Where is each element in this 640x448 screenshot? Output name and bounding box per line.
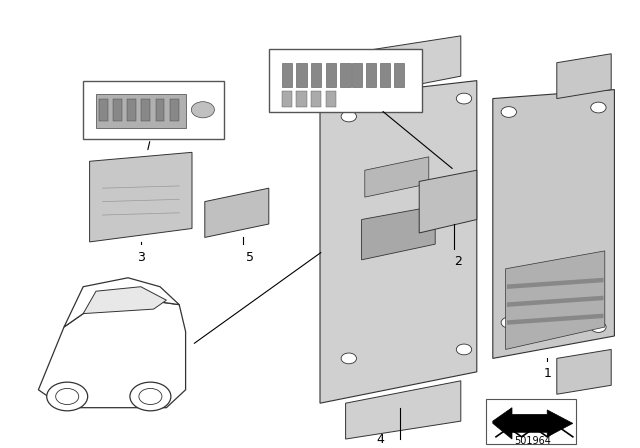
- FancyBboxPatch shape: [269, 49, 422, 112]
- Text: 5: 5: [246, 251, 253, 264]
- Polygon shape: [362, 206, 435, 260]
- Bar: [380, 63, 390, 87]
- Polygon shape: [507, 314, 604, 325]
- Bar: [296, 63, 307, 87]
- Bar: [99, 99, 108, 121]
- Polygon shape: [365, 157, 429, 197]
- Polygon shape: [205, 188, 269, 237]
- Bar: [170, 99, 179, 121]
- Bar: [311, 63, 321, 87]
- Bar: [340, 63, 351, 87]
- Bar: [141, 99, 150, 121]
- Bar: [282, 91, 292, 107]
- Circle shape: [56, 388, 79, 405]
- Polygon shape: [346, 36, 461, 99]
- Polygon shape: [557, 349, 611, 394]
- Polygon shape: [90, 152, 192, 242]
- Bar: [96, 94, 186, 128]
- Polygon shape: [320, 81, 477, 403]
- Bar: [127, 99, 136, 121]
- Circle shape: [139, 388, 162, 405]
- Bar: [296, 91, 307, 107]
- Polygon shape: [493, 90, 614, 358]
- FancyBboxPatch shape: [83, 81, 224, 139]
- Bar: [311, 91, 321, 107]
- Text: 1: 1: [543, 367, 551, 380]
- Polygon shape: [419, 170, 477, 233]
- Circle shape: [591, 322, 606, 332]
- Bar: [282, 63, 292, 87]
- Polygon shape: [493, 408, 573, 439]
- Circle shape: [341, 353, 356, 364]
- Bar: [326, 63, 336, 87]
- Circle shape: [191, 102, 214, 118]
- Text: 2: 2: [454, 255, 461, 268]
- Circle shape: [47, 382, 88, 411]
- Text: 3: 3: [137, 251, 145, 264]
- Circle shape: [501, 107, 516, 117]
- Bar: [113, 99, 122, 121]
- Circle shape: [456, 344, 472, 355]
- Polygon shape: [38, 300, 186, 408]
- Polygon shape: [507, 296, 604, 307]
- Polygon shape: [83, 287, 166, 314]
- Circle shape: [130, 382, 171, 411]
- Circle shape: [456, 93, 472, 104]
- Bar: [394, 63, 404, 87]
- Polygon shape: [64, 278, 179, 327]
- Bar: [352, 63, 362, 87]
- Bar: [326, 91, 336, 107]
- Polygon shape: [557, 54, 611, 99]
- Text: 4: 4: [377, 433, 385, 446]
- FancyBboxPatch shape: [486, 399, 576, 444]
- Bar: [156, 99, 164, 121]
- Bar: [366, 63, 376, 87]
- Circle shape: [591, 102, 606, 113]
- Polygon shape: [507, 278, 604, 289]
- Circle shape: [501, 317, 516, 328]
- Polygon shape: [346, 381, 461, 439]
- Text: 501964: 501964: [514, 436, 551, 446]
- Polygon shape: [506, 251, 605, 349]
- Circle shape: [341, 111, 356, 122]
